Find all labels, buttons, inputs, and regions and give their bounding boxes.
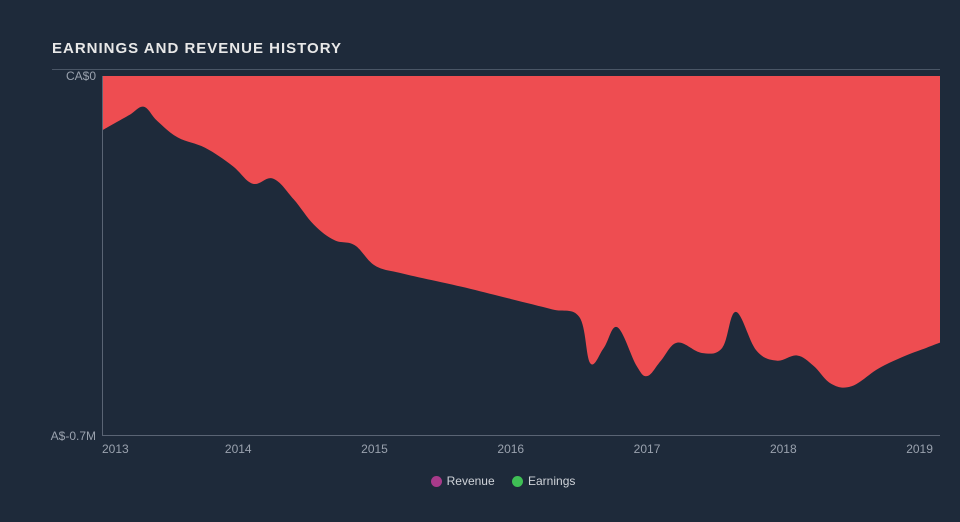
area-svg (103, 76, 940, 435)
legend: Revenue Earnings (52, 474, 940, 488)
plot (102, 76, 940, 436)
title-underline (52, 69, 940, 70)
x-tick-2017: 2017 (634, 442, 661, 456)
x-tick-2019: 2019 (906, 442, 933, 456)
legend-revenue-label: Revenue (447, 474, 495, 488)
x-tick-2014: 2014 (225, 442, 252, 456)
x-tick-2015: 2015 (361, 442, 388, 456)
revenue-swatch-icon (431, 476, 442, 487)
chart-plot-area: CA$0 A$-0.7M (102, 76, 940, 436)
x-tick-2018: 2018 (770, 442, 797, 456)
chart-title: EARNINGS AND REVENUE HISTORY (52, 40, 940, 57)
y-axis-bottom-label: A$-0.7M (51, 429, 96, 443)
legend-earnings-label: Earnings (528, 474, 575, 488)
x-tick-2016: 2016 (497, 442, 524, 456)
x-tick-2013: 2013 (102, 442, 129, 456)
x-axis-ticks: 2013 2014 2015 2016 2017 2018 2019 (102, 436, 940, 456)
y-axis-top-label: CA$0 (66, 69, 96, 83)
earnings-swatch-icon (512, 476, 523, 487)
